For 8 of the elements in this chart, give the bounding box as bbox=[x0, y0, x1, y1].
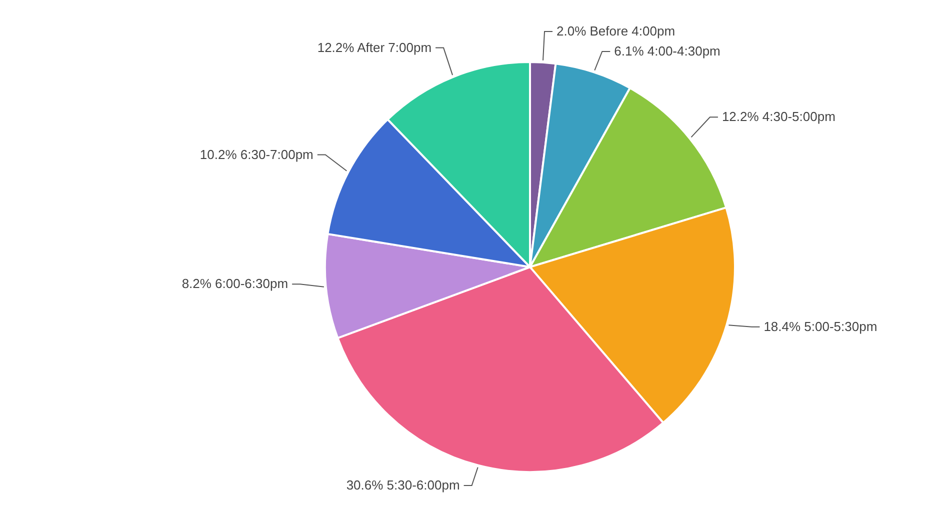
slice-label: 12.2% 4:30-5:00pm bbox=[722, 109, 836, 124]
slice-label: 8.2% 6:00-6:30pm bbox=[182, 276, 288, 292]
slice-label: 12.2% After 7:00pm bbox=[317, 40, 432, 55]
slice-label: 2.0% Before 4:00pm bbox=[556, 23, 676, 38]
slice-label: 6.1% 4:00-4:30pm bbox=[614, 43, 720, 58]
slice-label: 30.6% 5:30-6:00pm bbox=[346, 478, 460, 493]
slice-label: 10.2% 6:30-7:00pm bbox=[200, 146, 314, 162]
slice-label: 18.4% 5:00-5:30pm bbox=[764, 318, 878, 334]
